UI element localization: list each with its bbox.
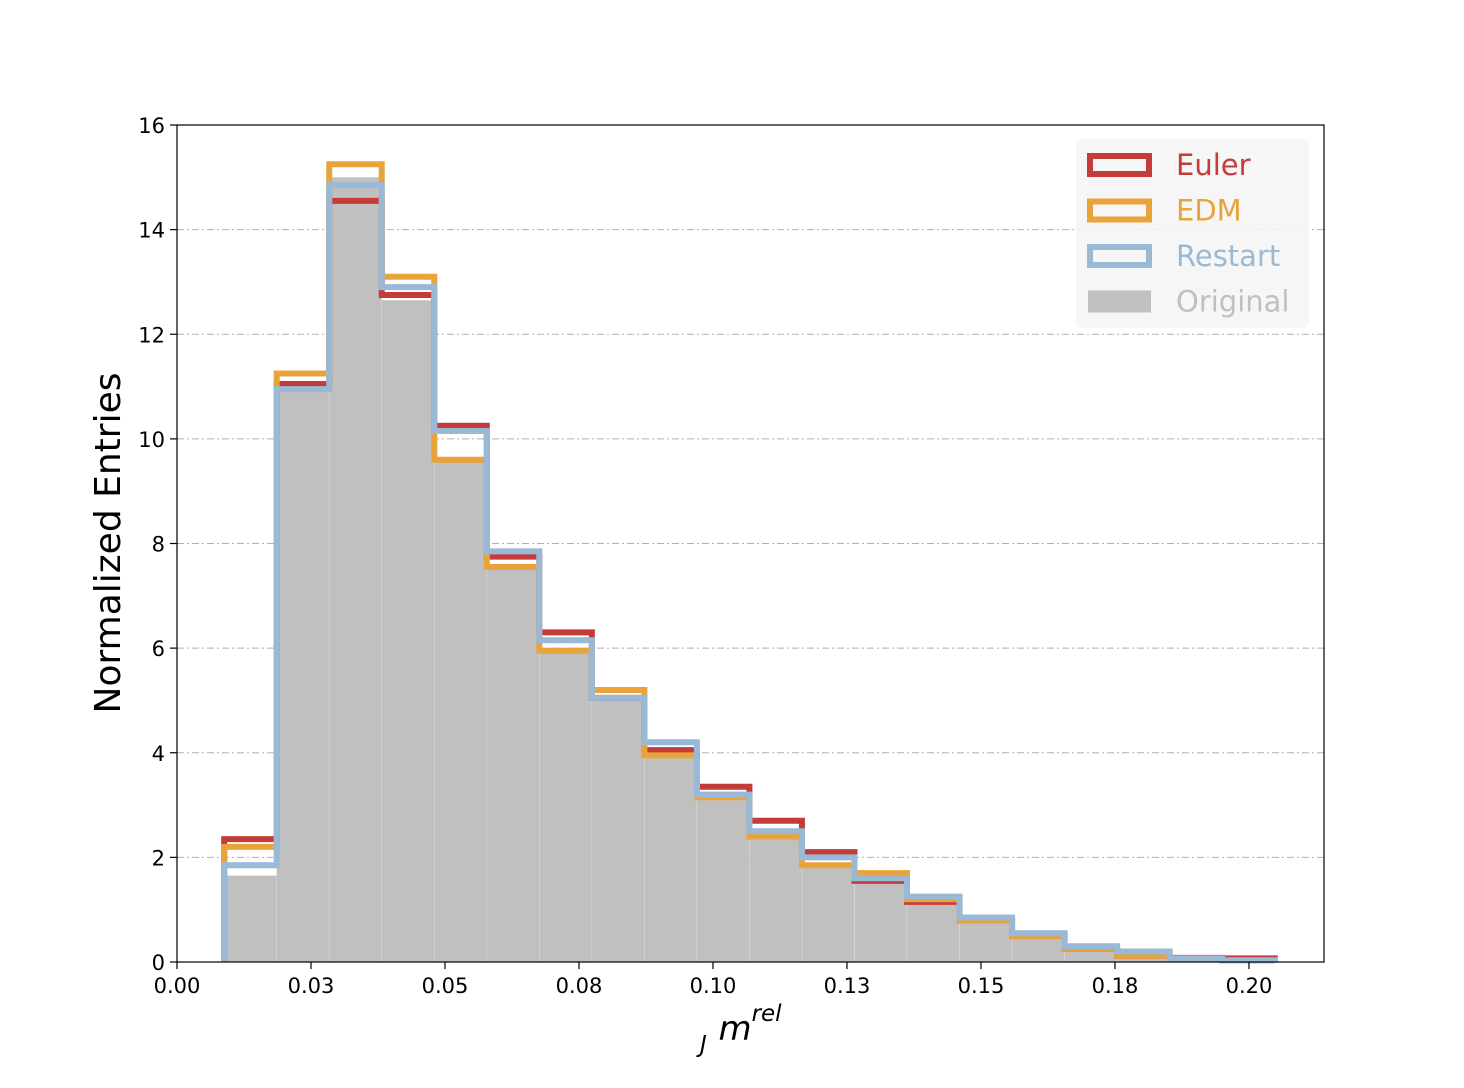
legend-box: [1076, 139, 1309, 328]
legend-swatch-restart: [1087, 244, 1152, 268]
x-tick-label: 0.03: [288, 974, 335, 998]
bar-original: [276, 388, 330, 963]
bar-original: [328, 177, 383, 963]
bar-original: [749, 836, 803, 963]
bar-original: [1011, 935, 1065, 963]
bar-original: [591, 697, 645, 963]
legend-label-original: Original: [1176, 285, 1289, 319]
legend-swatch-edm: [1087, 198, 1152, 223]
step-histograms: [221, 161, 1278, 964]
x-tick-label: 0.13: [824, 974, 871, 998]
y-axis-ticks: 0 2 4 6 8 10 12 14 16: [138, 114, 177, 975]
y-axis-label: Normalized Entries: [88, 373, 129, 714]
y-tick-label: 12: [138, 323, 165, 347]
y-tick-label: 6: [152, 637, 165, 661]
bar-original: [381, 299, 435, 963]
x-tick-label: 0.20: [1226, 974, 1273, 998]
bar-original: [854, 883, 908, 963]
bar-original: [539, 650, 593, 963]
x-axis-label: mrel: [718, 1001, 782, 1049]
legend-swatch-original: [1088, 290, 1151, 313]
bar-original: [486, 566, 540, 963]
bar-original: [223, 875, 277, 963]
x-axis-ticks: 0.00 0.03 0.05 0.08 0.10 0.13 0.15 0.18 0.20: [154, 962, 1273, 998]
x-tick-label: 0.05: [422, 974, 469, 998]
y-tick-label: 16: [138, 114, 165, 138]
legend-label-restart: Restart: [1176, 239, 1280, 273]
bar-original: [644, 752, 698, 963]
bar-original: [801, 864, 855, 963]
legend: Euler EDM Restart Original: [1076, 139, 1309, 328]
x-tick-label: 0.00: [154, 974, 201, 998]
x-axis-label-main: m: [718, 1009, 751, 1049]
x-tick-label: 0.18: [1092, 974, 1139, 998]
bar-original: [959, 919, 1013, 963]
y-tick-label: 4: [152, 742, 165, 766]
y-tick-label: 10: [138, 428, 165, 452]
bar-original: [696, 796, 750, 963]
legend-label-edm: EDM: [1176, 194, 1242, 228]
x-axis-label-subscript: J: [696, 1032, 707, 1058]
bar-original: [906, 904, 960, 963]
bar-original: [433, 456, 488, 963]
y-tick-label: 14: [138, 219, 165, 243]
y-tick-label: 0: [152, 951, 165, 975]
x-tick-label: 0.10: [690, 974, 737, 998]
x-axis-label-superscript: rel: [752, 1001, 783, 1027]
legend-swatch-euler: [1087, 153, 1152, 177]
y-tick-label: 8: [152, 533, 165, 557]
x-tick-label: 0.15: [958, 974, 1005, 998]
y-tick-label: 2: [152, 846, 165, 870]
x-tick-label: 0.08: [556, 974, 603, 998]
legend-label-euler: Euler: [1176, 148, 1251, 182]
series-line-restart: [221, 182, 1278, 964]
